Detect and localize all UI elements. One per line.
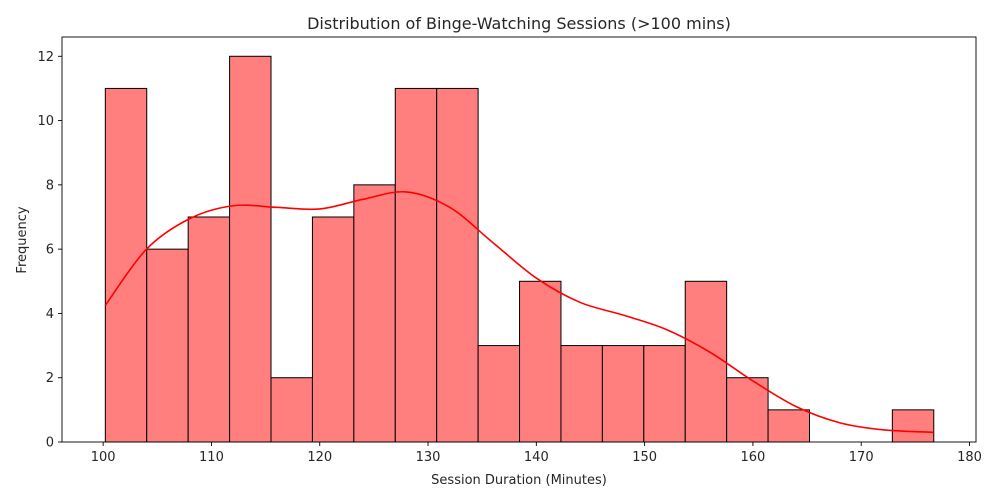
histogram-bar	[436, 87, 479, 443]
y-tick-label: 2	[46, 371, 54, 386]
histogram-bar	[643, 345, 686, 443]
histogram-bar	[601, 345, 645, 443]
y-tick-label: 8	[46, 178, 54, 193]
y-tick-label: 0	[46, 436, 54, 451]
histogram-bar	[726, 377, 769, 443]
histogram-bar	[394, 87, 438, 443]
plot-frame	[61, 36, 977, 443]
x-tick-label: 170	[849, 450, 874, 465]
x-tick-label: 140	[524, 450, 549, 465]
y-tick-label: 6	[46, 243, 54, 258]
histogram-bar	[229, 55, 272, 443]
histogram-bar	[684, 280, 728, 443]
histogram-bar	[353, 184, 396, 443]
x-tick-label: 160	[741, 450, 766, 465]
chart-title: Distribution of Binge-Watching Sessions …	[307, 14, 731, 33]
x-tick-label: 110	[199, 450, 224, 465]
histogram-bar	[270, 377, 313, 443]
plot-area: 100 110 120 130 140 150 160 170 180 0 2 4 6 8 10 12	[37, 36, 982, 465]
x-tick-label: 180	[957, 450, 982, 465]
y-tick-label: 10	[37, 114, 54, 129]
histogram-bar	[311, 216, 355, 443]
kde-curve	[104, 190, 934, 434]
histogram-bar	[891, 409, 935, 443]
y-tick-label: 12	[37, 50, 54, 65]
x-axis-label: Session Duration (Minutes)	[431, 473, 607, 488]
histogram-bar	[187, 216, 231, 443]
histogram-bar	[767, 409, 810, 443]
histogram-bar	[477, 345, 521, 443]
histogram-bar	[146, 248, 189, 443]
x-tick-label: 100	[91, 450, 116, 465]
x-tick-label: 120	[307, 450, 332, 465]
y-axis-label: Frequency	[15, 206, 30, 273]
y-tick-label: 4	[46, 307, 54, 322]
histogram-bar	[560, 345, 603, 443]
x-tick-label: 150	[632, 450, 657, 465]
x-tick-label: 130	[416, 450, 441, 465]
histogram-bar	[104, 87, 148, 443]
histogram-bar	[519, 280, 562, 443]
